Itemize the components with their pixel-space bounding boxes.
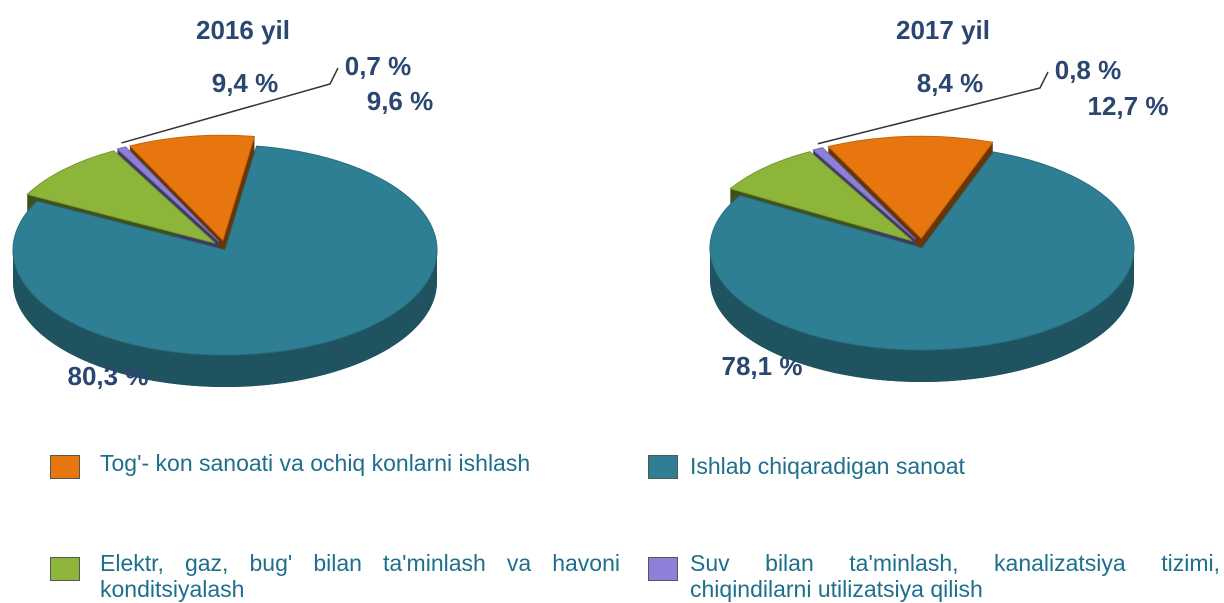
value-label: 9,4 % [212,68,279,98]
slice [116,146,219,242]
slice [709,151,1135,351]
value-label: 0,7 % [345,51,412,81]
slice [26,150,216,244]
value-label: 0,8 % [1055,55,1122,85]
legend-swatch [648,455,678,479]
value-label: 9,6 % [367,86,434,116]
value-label: 12,7 % [1088,91,1169,121]
leader-line [817,71,1049,145]
legend-swatch [648,557,678,581]
legend-label: Suv bilan ta'minlash, kanalizatsiya tizi… [690,550,1220,602]
legend-label: Ishlab chiqaradigan sanoat [690,453,965,479]
chart-title: 2016 yil [196,15,290,45]
chart-title: 2017 yil [896,15,990,45]
slice [812,147,916,240]
legend-swatch [50,557,80,581]
slice [12,145,438,356]
leader-line [121,67,339,144]
legend-label: Elektr, gaz, bug' bilan ta'minlash va ha… [100,550,620,602]
value-label: 78,1 % [722,351,803,381]
slice-wall [710,248,1134,382]
value-label: 8,4 % [917,68,984,98]
slice-wall [13,250,437,387]
charts: 2016 yil 9,6 % 80,3 % 9,4 % 0,7 % 2017 yil 12,… [12,15,1169,391]
value-label: 80,3 % [68,361,149,391]
legend-label: Tog'- kon sanoati va ochiq konlarni ishl… [100,450,531,476]
legend-swatch [50,455,80,479]
slice [729,151,913,242]
slice [827,135,994,239]
slice [128,134,256,242]
